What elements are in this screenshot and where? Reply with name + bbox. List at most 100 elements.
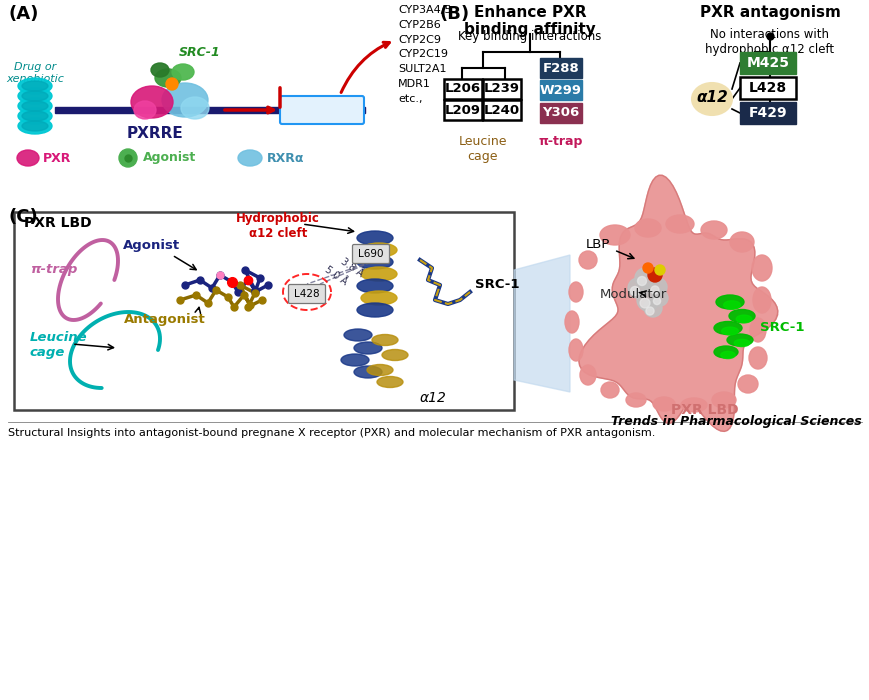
- FancyBboxPatch shape: [289, 284, 325, 304]
- Ellipse shape: [723, 301, 740, 309]
- Text: F429: F429: [748, 106, 786, 120]
- Ellipse shape: [17, 150, 39, 166]
- Text: L239: L239: [483, 83, 520, 95]
- Ellipse shape: [376, 377, 402, 388]
- Circle shape: [645, 307, 653, 315]
- Ellipse shape: [713, 321, 741, 335]
- Text: L206: L206: [444, 83, 481, 95]
- Circle shape: [637, 276, 646, 286]
- Text: M425: M425: [746, 56, 788, 70]
- Ellipse shape: [691, 83, 731, 115]
- Text: Agonist: Agonist: [143, 151, 196, 164]
- Ellipse shape: [172, 64, 194, 80]
- Ellipse shape: [131, 86, 173, 118]
- Ellipse shape: [356, 303, 393, 317]
- Ellipse shape: [751, 255, 771, 281]
- FancyBboxPatch shape: [540, 58, 581, 78]
- Text: CYP3A4/5
CYP2B6
CYP2C9
CYP2C19
SULT2A1
MDR1
etc.,: CYP3A4/5 CYP2B6 CYP2C9 CYP2C19 SULT2A1 M…: [397, 5, 451, 104]
- FancyBboxPatch shape: [280, 96, 363, 124]
- Text: α12: α12: [420, 391, 447, 405]
- Ellipse shape: [18, 118, 52, 134]
- Ellipse shape: [134, 101, 156, 119]
- FancyBboxPatch shape: [14, 212, 514, 410]
- FancyBboxPatch shape: [540, 103, 581, 123]
- Text: Leucine
cage: Leucine cage: [458, 135, 507, 163]
- Ellipse shape: [361, 243, 396, 257]
- Text: Trends in Pharmacological Sciences: Trends in Pharmacological Sciences: [611, 415, 861, 428]
- Text: SRC-1: SRC-1: [179, 46, 221, 59]
- Ellipse shape: [381, 349, 408, 360]
- Polygon shape: [514, 255, 569, 392]
- Ellipse shape: [728, 309, 754, 323]
- Text: Key binding interactions: Key binding interactions: [458, 30, 601, 43]
- Ellipse shape: [343, 329, 372, 341]
- Text: 5.0 Å: 5.0 Å: [322, 265, 348, 287]
- Text: PXR LBD: PXR LBD: [670, 403, 738, 417]
- Text: Hydrophobic
α12 cleft: Hydrophobic α12 cleft: [235, 212, 320, 240]
- Circle shape: [166, 78, 178, 90]
- Ellipse shape: [356, 279, 393, 293]
- Ellipse shape: [361, 291, 396, 305]
- Text: LBP: LBP: [585, 239, 609, 251]
- Circle shape: [653, 298, 660, 304]
- Ellipse shape: [626, 393, 646, 407]
- Ellipse shape: [22, 111, 48, 121]
- Ellipse shape: [568, 282, 582, 302]
- Ellipse shape: [22, 81, 48, 91]
- Circle shape: [119, 149, 136, 167]
- Text: Modulator: Modulator: [600, 288, 667, 302]
- Ellipse shape: [354, 342, 381, 354]
- Ellipse shape: [356, 255, 393, 269]
- Ellipse shape: [733, 340, 749, 346]
- Text: W299: W299: [540, 83, 581, 97]
- Circle shape: [651, 290, 667, 306]
- Ellipse shape: [18, 88, 52, 104]
- Text: PXR antagonism: PXR antagonism: [699, 5, 839, 20]
- Polygon shape: [578, 175, 777, 431]
- Text: No interactions with
hydrophobic α12 cleft: No interactions with hydrophobic α12 cle…: [705, 28, 833, 56]
- FancyBboxPatch shape: [443, 100, 481, 120]
- Text: PXRRE: PXRRE: [127, 126, 183, 141]
- Ellipse shape: [18, 78, 52, 94]
- Text: (B): (B): [440, 5, 469, 23]
- Ellipse shape: [18, 98, 52, 114]
- Ellipse shape: [22, 91, 48, 101]
- Ellipse shape: [711, 392, 735, 408]
- Ellipse shape: [600, 382, 618, 398]
- Text: 3.8 Å: 3.8 Å: [339, 257, 365, 279]
- Ellipse shape: [735, 315, 751, 323]
- FancyBboxPatch shape: [740, 102, 795, 124]
- Circle shape: [647, 268, 661, 282]
- FancyBboxPatch shape: [540, 80, 581, 100]
- Ellipse shape: [580, 365, 595, 385]
- Ellipse shape: [653, 397, 674, 411]
- Text: L690: L690: [358, 249, 383, 259]
- Text: α12: α12: [695, 90, 727, 104]
- Text: L428: L428: [748, 81, 786, 95]
- FancyBboxPatch shape: [443, 79, 481, 99]
- Ellipse shape: [151, 63, 169, 77]
- Ellipse shape: [354, 366, 381, 378]
- Text: F288: F288: [542, 62, 579, 74]
- Text: π-trap: π-trap: [538, 135, 582, 148]
- Text: Leucine
cage: Leucine cage: [30, 331, 88, 359]
- FancyBboxPatch shape: [482, 100, 521, 120]
- Text: (A): (A): [8, 5, 38, 23]
- Ellipse shape: [22, 121, 48, 131]
- Ellipse shape: [666, 215, 693, 233]
- FancyArrow shape: [55, 107, 365, 113]
- Ellipse shape: [634, 219, 660, 237]
- Circle shape: [630, 286, 639, 295]
- Text: L209: L209: [444, 104, 481, 116]
- Ellipse shape: [155, 69, 181, 87]
- Ellipse shape: [162, 83, 208, 117]
- Text: Agonist: Agonist: [123, 239, 181, 253]
- Text: Target gene: Target gene: [287, 104, 356, 116]
- Circle shape: [636, 289, 658, 311]
- Circle shape: [650, 286, 659, 294]
- Ellipse shape: [729, 232, 753, 252]
- Ellipse shape: [600, 225, 629, 245]
- Circle shape: [648, 278, 667, 296]
- Ellipse shape: [367, 365, 393, 375]
- Ellipse shape: [748, 347, 766, 369]
